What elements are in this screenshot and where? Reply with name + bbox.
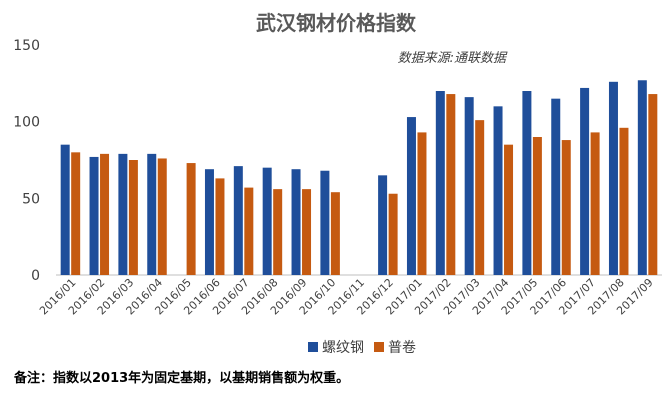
bar-rebar xyxy=(233,166,243,275)
bar-coil xyxy=(475,120,485,275)
bar-rebar xyxy=(551,98,561,276)
bars xyxy=(60,80,658,276)
bar-rebar xyxy=(262,167,272,275)
bar-coil xyxy=(128,160,138,275)
bar-rebar xyxy=(320,170,330,275)
bar-coil xyxy=(388,193,398,275)
legend-label: 普卷 xyxy=(388,340,416,356)
y-axis: 0 50 100 150 xyxy=(13,38,40,284)
bar-rebar xyxy=(60,144,70,275)
bar-rebar xyxy=(118,153,128,275)
bar-coil xyxy=(417,132,427,275)
bar-rebar xyxy=(204,169,214,275)
bar-coil xyxy=(186,163,196,275)
legend-swatch xyxy=(374,342,384,352)
legend-label: 螺纹钢 xyxy=(322,340,364,356)
bar-rebar xyxy=(637,80,647,276)
bar-rebar xyxy=(522,91,532,275)
y-tick-label: 150 xyxy=(13,38,40,54)
chart-title: 武汉钢材价格指数 xyxy=(256,11,417,35)
bar-coil xyxy=(590,132,600,275)
bar-coil xyxy=(619,127,629,275)
y-tick-label: 0 xyxy=(31,268,40,284)
bar-coil xyxy=(273,189,283,275)
bar-coil xyxy=(330,192,340,275)
bar-rebar xyxy=(493,106,503,275)
bar-rebar xyxy=(464,97,474,275)
bar-coil xyxy=(215,178,225,275)
bar-coil xyxy=(244,187,254,275)
data-source: 数据来源:通联数据 xyxy=(398,51,508,66)
footnote: 备注：指数以2013年为固定基期，以基期销售额为权重。 xyxy=(13,370,349,386)
bar-rebar xyxy=(147,153,157,275)
bar-coil xyxy=(157,158,167,275)
bar-rebar xyxy=(89,156,99,275)
bar-coil xyxy=(648,94,658,275)
x-axis: 2016/012016/022016/032016/042016/052016/… xyxy=(37,276,656,318)
bar-rebar xyxy=(291,169,301,275)
bar-coil xyxy=(561,140,571,275)
bar-rebar xyxy=(608,81,618,275)
legend-swatch xyxy=(308,342,318,352)
legend: 螺纹钢 普卷 xyxy=(308,340,416,356)
bar-coil xyxy=(532,137,542,275)
bar-coil xyxy=(446,94,456,275)
bar-coil xyxy=(302,189,312,275)
bar-rebar xyxy=(406,117,416,275)
bar-rebar xyxy=(435,91,445,275)
y-tick-label: 50 xyxy=(22,191,40,207)
bar-rebar xyxy=(580,87,590,275)
bar-coil xyxy=(504,144,514,275)
bar-coil xyxy=(100,153,110,275)
bar-coil xyxy=(71,152,81,275)
bar-rebar xyxy=(378,175,388,275)
y-tick-label: 100 xyxy=(13,115,40,131)
